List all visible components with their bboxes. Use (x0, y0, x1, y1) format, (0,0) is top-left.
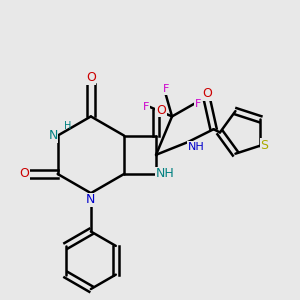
Text: N: N (86, 193, 96, 206)
Text: S: S (260, 139, 268, 152)
Text: O: O (202, 88, 212, 100)
Text: NH: NH (156, 167, 175, 181)
Text: H: H (64, 121, 71, 131)
Text: O: O (19, 167, 29, 181)
Text: F: F (143, 102, 150, 112)
Text: N: N (48, 129, 58, 142)
Text: F: F (162, 84, 169, 94)
Text: O: O (86, 71, 96, 85)
Text: F: F (194, 99, 201, 109)
Text: O: O (156, 103, 166, 117)
Text: NH: NH (188, 142, 205, 152)
